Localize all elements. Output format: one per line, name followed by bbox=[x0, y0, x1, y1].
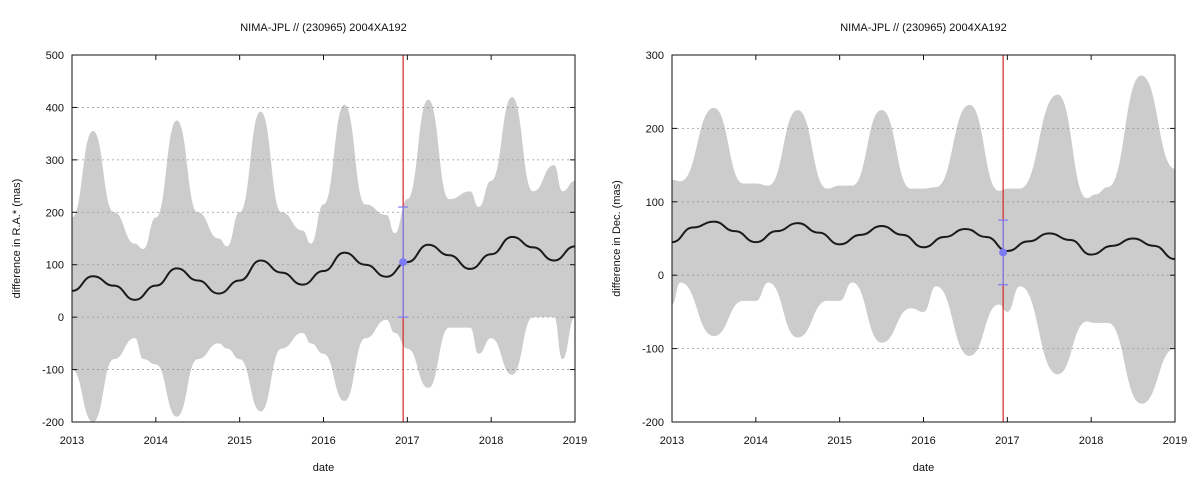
uncertainty-band bbox=[72, 96, 575, 422]
x-tick-label: 2019 bbox=[563, 435, 587, 447]
y-tick-label: 300 bbox=[46, 155, 64, 167]
x-tick-label: 2016 bbox=[311, 435, 335, 447]
y-tick-label: 100 bbox=[646, 197, 664, 209]
x-tick-label: 2016 bbox=[911, 435, 935, 447]
y-tick-label: 400 bbox=[46, 102, 64, 114]
y-tick-label: 500 bbox=[46, 50, 64, 62]
x-axis-label: date bbox=[313, 462, 334, 474]
x-tick-label: 2013 bbox=[660, 435, 684, 447]
y-tick-label: 0 bbox=[658, 270, 664, 282]
x-tick-label: 2018 bbox=[1079, 435, 1103, 447]
y-tick-label: -200 bbox=[642, 417, 664, 429]
x-tick-label: 2014 bbox=[744, 435, 768, 447]
y-tick-label: 100 bbox=[46, 260, 64, 272]
observation-point bbox=[999, 248, 1008, 257]
dec-chart: NIMA-JPL // (230965) 2004XA192 date diff… bbox=[611, 22, 1187, 474]
x-tick-label: 2017 bbox=[395, 435, 419, 447]
x-tick-label: 2015 bbox=[227, 435, 251, 447]
y-tick-label: 300 bbox=[646, 50, 664, 62]
x-tick-label: 2014 bbox=[144, 435, 168, 447]
x-tick-label: 2013 bbox=[60, 435, 84, 447]
series-line bbox=[71, 235, 576, 301]
y-tick-label: 0 bbox=[58, 312, 64, 324]
x-axis-label: date bbox=[913, 462, 934, 474]
series-line bbox=[671, 220, 1176, 261]
y-tick-label: -100 bbox=[42, 365, 64, 377]
ra-chart: NIMA-JPL // (230965) 2004XA192 date diff… bbox=[11, 22, 587, 474]
chart-title: NIMA-JPL // (230965) 2004XA192 bbox=[240, 22, 407, 34]
y-tick-label: 200 bbox=[646, 123, 664, 135]
y-axis-label: difference in Dec. (mas) bbox=[611, 180, 623, 297]
y-tick-label: 200 bbox=[46, 207, 64, 219]
y-axis-label: difference in R.A.* (mas) bbox=[11, 179, 23, 299]
x-tick-label: 2019 bbox=[1163, 435, 1187, 447]
observation-point bbox=[399, 258, 408, 267]
x-tick-label: 2015 bbox=[827, 435, 851, 447]
x-tick-label: 2017 bbox=[995, 435, 1019, 447]
chart-title: NIMA-JPL // (230965) 2004XA192 bbox=[840, 22, 1007, 34]
uncertainty-band bbox=[672, 75, 1175, 404]
x-tick-label: 2018 bbox=[479, 435, 503, 447]
y-tick-label: -200 bbox=[42, 417, 64, 429]
y-tick-label: -100 bbox=[642, 344, 664, 356]
